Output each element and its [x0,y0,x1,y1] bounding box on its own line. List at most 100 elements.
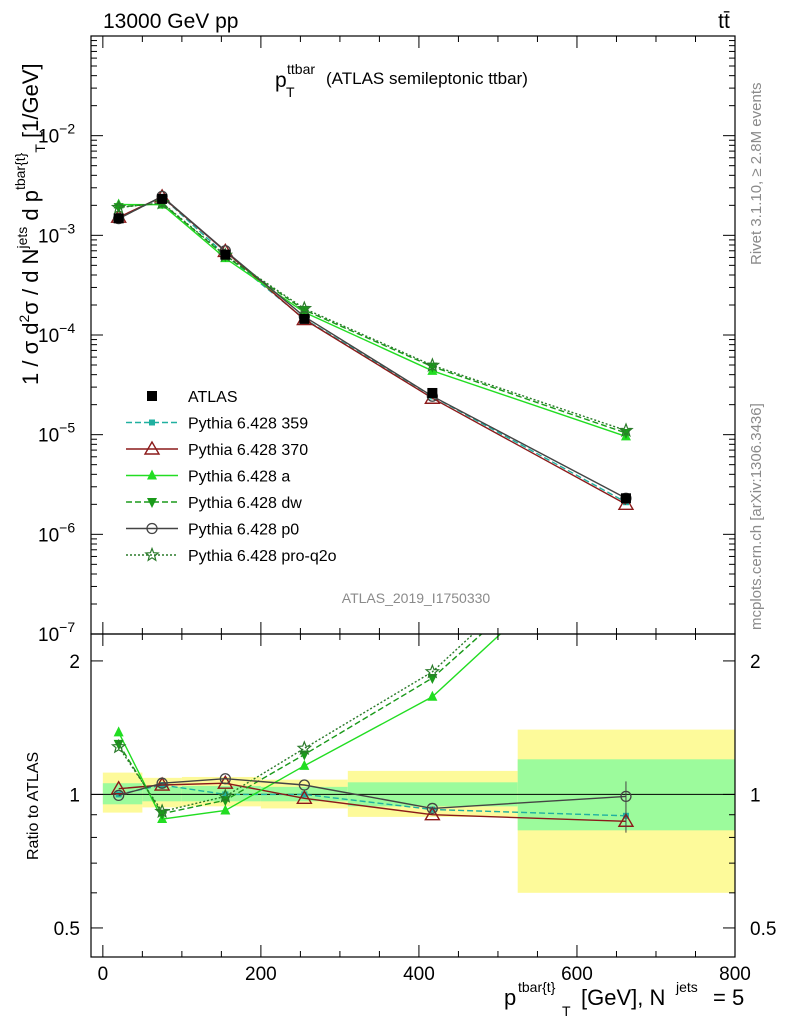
ratio-y-tick-label-right: 1 [750,785,761,806]
legend-entry-pythia-6-428-a: Pythia 6.428 a [126,469,290,486]
ratio-point-pythia-6-428-359 [429,806,436,813]
main-y-tick-label: 10−7 [38,619,75,646]
ratio-point-pythia-6-428-pro-q2o [110,738,127,754]
legend-label: ATLAS [188,389,238,406]
ratio-y-tick-label-right: 2 [750,652,761,673]
x-tick-label: 200 [245,964,277,985]
ratio-line-pythia-6-428-p0 [118,777,627,810]
ratio-point-pythia-6-428-370 [110,780,127,795]
xlabel-sub: T [562,1003,571,1019]
ratio-line-pythia-6-428-a [118,634,502,820]
atlas-data-point [113,213,124,224]
ratio-point-pythia-6-428-pro-q2o [154,803,170,819]
main-point-pythia-6-428-370 [617,495,635,511]
ratio-point-pythia-6-428-p0 [156,777,168,789]
ratio-point-pythia-6-428-dw [113,739,124,750]
ratio-plot-frame [90,633,736,958]
main-point-pythia-6-428-pro-q2o [296,300,313,316]
ratio-point-pythia-6-428-a [621,512,631,522]
atlas-data-point [427,387,438,398]
ratio-line-pythia-6-428-359 [118,784,627,817]
legend-label: Pythia 6.428 pro-q2o [188,548,337,565]
header-process-label: tt̄ [718,10,730,33]
ratio-y-axis-label: Ratio to ATLAS [25,752,42,860]
xlabel-text1: [GeV], N [581,985,665,1010]
main-line-pythia-6-428-pro-q2o [118,202,627,432]
atlas-data-point [157,193,168,204]
legend-label: Pythia 6.428 370 [188,442,308,459]
main-line-pythia-6-428-p0 [118,195,627,499]
main-y-tick-label: 10−2 [38,121,75,148]
main-y-tick-label: 10−3 [38,220,75,247]
legend-label: Pythia 6.428 p0 [188,522,299,539]
legend-label: Pythia 6.428 359 [188,416,308,433]
main-plot-title: p ttbar T (ATLAS semileptonic ttbar) [275,61,528,100]
ratio-point-pythia-6-428-pro-q2o [217,788,234,803]
xlabel-p: p [504,985,516,1010]
ratio-point-pythia-6-428-a [299,759,310,770]
x-tick-label: 0 [98,964,109,985]
main-y-tick-label: 10−6 [38,519,75,546]
x-axis-label: p tbar{t} T [GeV], N jets = 5 [504,979,744,1019]
title-sub: T [286,84,295,100]
legend-entry-pythia-6-428-dw: Pythia 6.428 dw [126,495,302,512]
ratio-point-pythia-6-428-a [113,726,124,737]
x-tick-label: 600 [561,964,593,985]
ratio-point-pythia-6-428-359 [222,791,229,798]
legend-entry-pythia-6-428-p0: Pythia 6.428 p0 [126,522,299,539]
ratio-y-tick-label-right: 0.5 [750,919,776,940]
ratio-point-pythia-6-428-p0 [298,779,310,791]
xlabel-text2: = 5 [713,985,744,1010]
ratio-y-tick-label: 1 [69,785,80,806]
legend-entry-atlas: ATLAS [147,389,238,406]
x-tick-label: 800 [719,964,751,985]
main-y-tick-label: 10−4 [38,320,75,347]
title-p: p [275,69,287,92]
xlabel-sup: tbar{t} [518,979,556,995]
main-y-axis-label: 1 / σ d2σ / d Njets d ptbar{t}T [1/GeV] [12,63,48,385]
main-point-pythia-6-428-pro-q2o [110,199,127,215]
ratio-plot-series [110,512,635,833]
main-point-pythia-6-428-pro-q2o [618,422,634,438]
atlas-data-point [220,249,231,260]
atlas-data-point [299,313,310,324]
main-plot-frame [90,35,736,635]
ratio-point-pythia-6-428-p0 [426,802,439,815]
xlabel-sup2: jets [675,979,698,995]
ratio-line-pythia-6-428-pro-q2o [118,634,475,813]
analysis-watermark: ATLAS_2019_I1750330 [342,590,491,606]
ratio-point-pythia-6-428-p0 [113,789,125,802]
ratio-point-pythia-6-428-359 [301,791,308,798]
legend-label: Pythia 6.428 dw [188,495,302,512]
ratio-y-tick-label: 2 [69,652,80,673]
x-tick-label: 400 [403,964,435,985]
ratio-point-pythia-6-428-a [220,804,231,815]
ratio-point-pythia-6-428-p0 [219,773,231,785]
ratio-uncertainty-bands [91,729,735,893]
title-text: (ATLAS semileptonic ttbar) [326,69,528,88]
ratio-point-pythia-6-428-a [427,690,438,701]
title-sup: ttbar [287,61,315,77]
main-plot-series [110,188,635,511]
ratio-point-pythia-6-428-370 [296,789,313,805]
legend-entry-pythia-6-428-359: Pythia 6.428 359 [126,416,308,433]
legend-entry-pythia-6-428-370: Pythia 6.428 370 [126,440,308,459]
atlas-data-point [620,493,631,504]
ratio-point-pythia-6-428-370 [424,806,441,821]
header-energy-label: 13000 GeV pp [103,10,238,33]
mcplots-label: mcplots.cern.ch [arXiv:1306.3436] [748,403,765,630]
ratio-y-tick-label: 0.5 [54,919,80,940]
main-point-pythia-6-428-pro-q2o [424,357,441,373]
rivet-version-label: Rivet 3.1.10, ≥ 2.8M events [748,83,765,266]
svg-text:1 / σ d2σ / d Njets d ptbar{t}: 1 / σ d2σ / d Njets d ptbar{t}T [1/GeV] [12,63,48,385]
ratio-point-pythia-6-428-pro-q2o [296,740,313,756]
ratio-point-pythia-6-428-pro-q2o [424,663,441,679]
legend-entry-pythia-6-428-pro-q2o: Pythia 6.428 pro-q2o [126,546,337,565]
legend-label: Pythia 6.428 a [188,469,290,486]
main-line-pythia-6-428-a [118,203,627,438]
legend: ATLAS Pythia 6.428 359 Pythia 6.428 370 Pyt… [126,389,337,565]
main-y-tick-label: 10−5 [38,420,75,447]
ratio-line-pythia-6-428-dw [118,634,483,815]
axes: 10−7 10−6 10−5 10−4 10−3 10−2 0 200 400 600 800 0.5… [38,35,776,985]
